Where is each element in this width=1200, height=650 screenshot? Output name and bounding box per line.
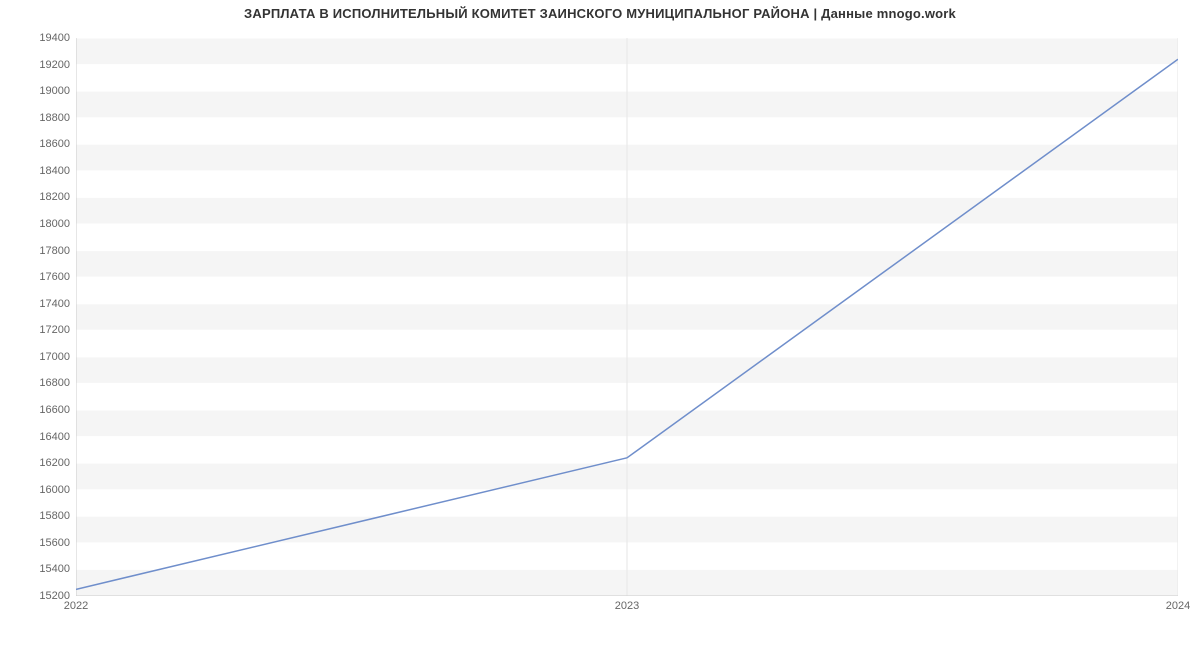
y-tick-label: 17800 [10, 245, 70, 257]
y-tick-label: 16200 [10, 457, 70, 469]
y-tick-label: 15600 [10, 537, 70, 549]
y-tick-label: 15400 [10, 563, 70, 575]
y-tick-label: 18600 [10, 138, 70, 150]
y-tick-label: 19200 [10, 59, 70, 71]
y-tick-label: 16000 [10, 484, 70, 496]
y-tick-label: 19000 [10, 85, 70, 97]
y-tick-label: 16800 [10, 377, 70, 389]
x-tick-label: 2023 [615, 600, 639, 612]
y-tick-label: 18200 [10, 191, 70, 203]
y-tick-label: 15800 [10, 510, 70, 522]
y-tick-label: 18800 [10, 112, 70, 124]
x-tick-label: 2024 [1166, 600, 1190, 612]
y-tick-label: 17600 [10, 271, 70, 283]
chart-title: ЗАРПЛАТА В ИСПОЛНИТЕЛЬНЫЙ КОМИТЕТ ЗАИНСК… [0, 6, 1200, 21]
x-tick-label: 2022 [64, 600, 88, 612]
y-tick-label: 17200 [10, 324, 70, 336]
y-tick-label: 19400 [10, 32, 70, 44]
y-tick-label: 18400 [10, 165, 70, 177]
salary-line-chart: ЗАРПЛАТА В ИСПОЛНИТЕЛЬНЫЙ КОМИТЕТ ЗАИНСК… [0, 0, 1200, 650]
y-tick-label: 17400 [10, 298, 70, 310]
chart-svg [76, 38, 1178, 596]
y-tick-label: 15200 [10, 590, 70, 602]
y-tick-label: 17000 [10, 351, 70, 363]
y-tick-label: 16400 [10, 431, 70, 443]
y-tick-label: 18000 [10, 218, 70, 230]
plot-area [76, 38, 1178, 596]
y-tick-label: 16600 [10, 404, 70, 416]
